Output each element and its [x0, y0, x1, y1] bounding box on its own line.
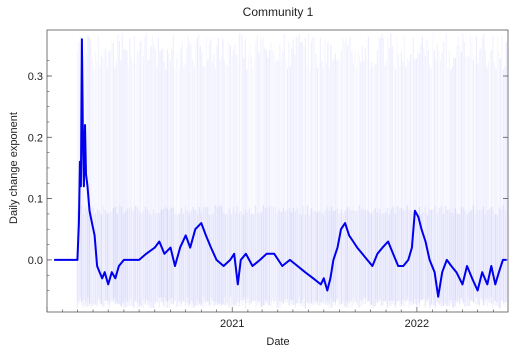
x-axis-label: Date — [266, 336, 289, 348]
series-line — [54, 38, 507, 298]
chart-title: Community 1 — [243, 5, 314, 19]
x-tick-label: 2022 — [405, 318, 429, 330]
y-axis-label: Daily change exponent — [8, 112, 20, 224]
y-axis: 0.0 0.1 0.2 0.3 — [28, 60, 508, 291]
y-tick-label: 0.1 — [28, 194, 43, 206]
x-axis: 2021 2022 — [46, 307, 494, 330]
y-tick-label: 0.3 — [28, 71, 43, 83]
y-tick-label: 0.0 — [28, 255, 43, 267]
y-tick-label: 0.2 — [28, 132, 43, 144]
distribution-band — [76, 33, 507, 309]
series-layer — [54, 38, 507, 298]
x-tick-label: 2021 — [220, 318, 244, 330]
